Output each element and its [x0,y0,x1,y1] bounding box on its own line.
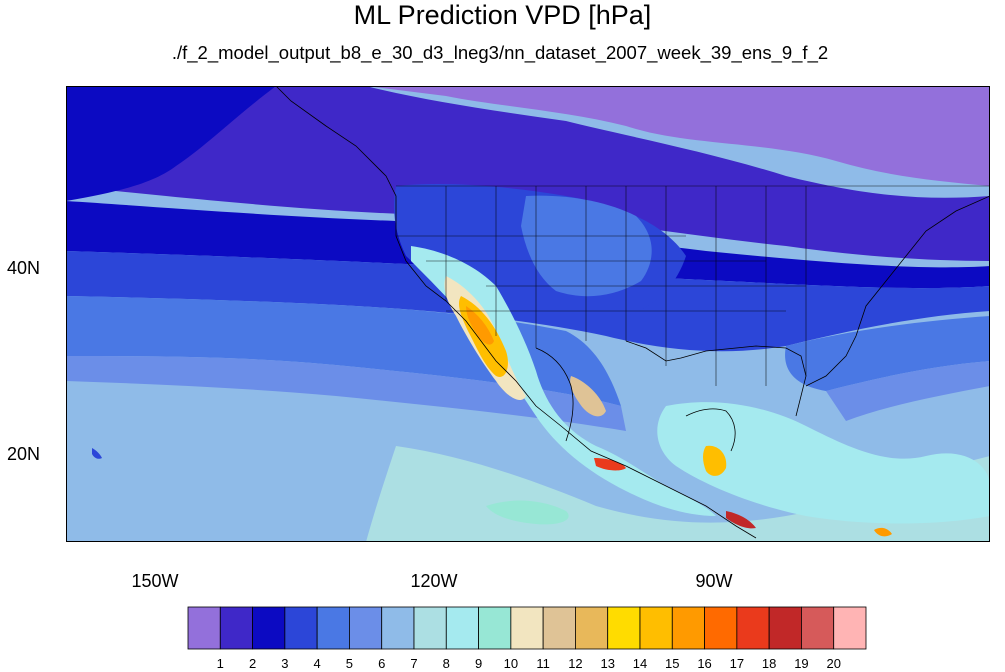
colorbar-swatch [607,606,641,650]
colorbar-tick-label: 6 [378,656,386,671]
colorbar-swatch [413,606,447,650]
colorbar-swatch [478,606,512,650]
vpd-land-caribbean-orange [874,527,892,537]
colorbar-swatch [187,606,221,650]
colorbar-swatch [316,606,350,650]
colorbar-swatch [736,606,770,650]
colorbar-swatch [768,606,802,650]
colorbar-swatch [639,606,673,650]
vpd-map [66,86,990,542]
colorbar-tick-label: 11 [536,656,550,671]
colorbar-swatch [284,606,318,650]
colorbar-swatch [542,606,576,650]
colorbar-tick-label: 4 [313,656,321,671]
colorbar-swatch [349,606,383,650]
colorbar-tick-label: 14 [632,656,648,671]
vpd-band-aqua [657,402,990,524]
colorbar-tick-label: 5 [345,656,354,671]
x-tick-label-90w: 90W [695,571,733,591]
vpd-land-hawaii-blue [92,448,102,459]
colorbar-swatch [671,606,705,650]
colorbar-tick-label: 3 [281,656,289,671]
vpd-land-central-america-red [726,511,756,529]
colorbar [187,606,867,650]
colorbar-swatch [510,606,544,650]
y-tick-label-40n: 40N [6,258,40,278]
vpd-land-yucatan-orange [703,445,727,476]
us-state-boundaries [396,185,990,386]
y-tick-label-20n: 20N [6,444,40,464]
vpd-land-plains [521,195,652,297]
map-title: ML Prediction VPD [hPa] [353,0,652,30]
coastline-outline [275,86,990,539]
colorbar-tick-label: 8 [442,656,450,671]
colorbar-tick-label: 18 [761,656,777,671]
map-subtitle: ./f_2_model_output_b8_e_30_d3_lneg3/nn_d… [171,42,829,63]
colorbar-tick-label: 10 [503,656,519,671]
colorbar-tick-label: 13 [600,656,615,671]
colorbar-swatch [833,606,867,650]
colorbar-tick-label: 7 [410,656,418,671]
colorbar-swatch [575,606,609,650]
colorbar-tick-label: 15 [665,656,680,671]
colorbar-tick-label: 2 [248,656,257,671]
x-tick-label-150w: 150W [131,571,179,591]
vpd-land-mexico-tan [570,376,606,417]
vpd-band-mint [486,500,569,525]
map-panel [66,86,990,542]
colorbar-tick-label: 1 [216,656,224,671]
vpd-land-mexico-red [594,458,626,471]
colorbar-swatch [445,606,479,650]
colorbar-tick-label: 9 [474,656,483,671]
colorbar-swatch [801,606,835,650]
vpd-band-northern-purple [66,86,990,186]
vpd-band-dark-blue [66,86,990,289]
vpd-land-southwest-cyan [411,246,716,516]
vpd-land-mojave-dark-orange [466,306,494,345]
colorbar-swatch [704,606,738,650]
colorbar-tick-label: 17 [729,656,745,671]
colorbar-swatch [381,606,415,650]
x-tick-label-120w: 120W [410,571,458,591]
colorbar-tick-label: 19 [794,656,809,671]
colorbar-swatch [252,606,286,650]
colorbar-swatch [219,606,253,650]
colorbar-tick-label: 20 [826,656,841,671]
colorbar-tick-label: 12 [568,656,583,671]
vpd-band-north-indigo [66,86,990,261]
colorbar-tick-label: 16 [697,656,712,671]
